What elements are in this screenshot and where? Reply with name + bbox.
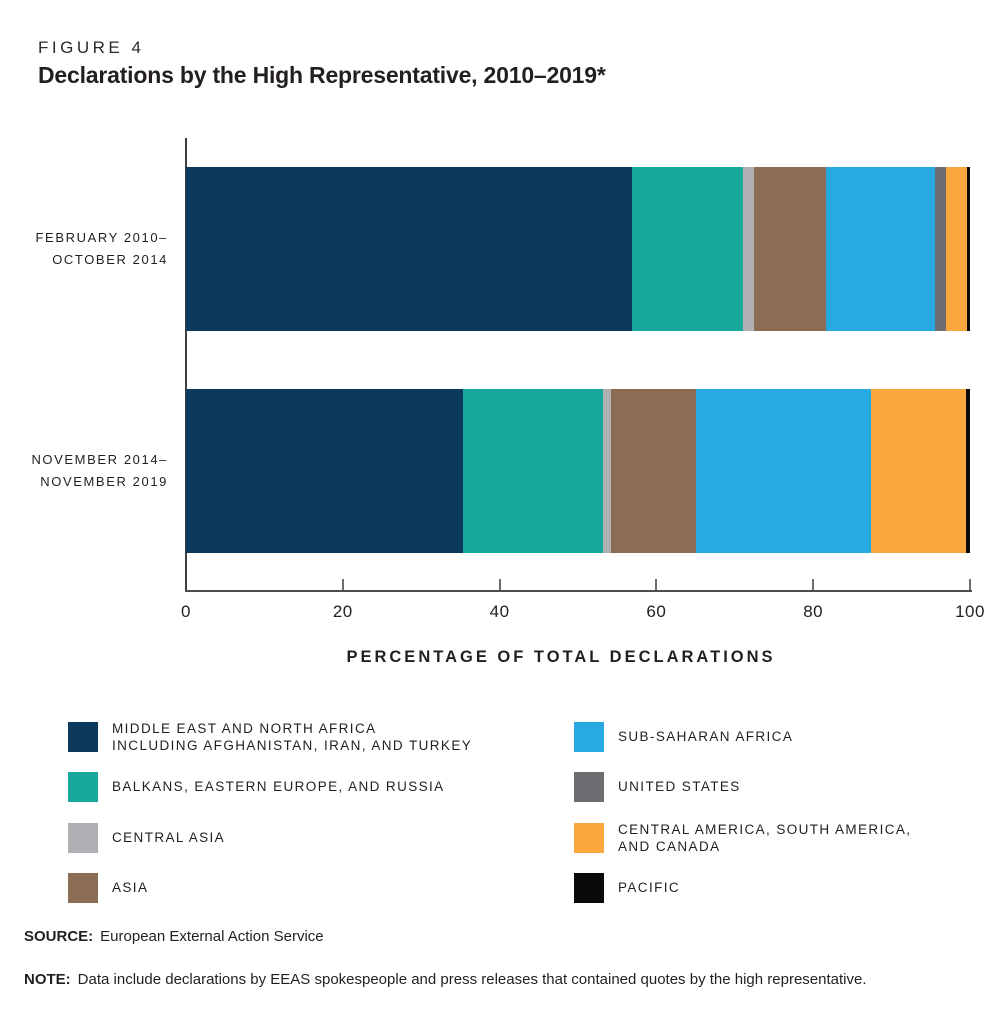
legend-item: MIDDLE EAST AND NORTH AFRICA INCLUDING AF… bbox=[68, 720, 473, 754]
legend-label: UNITED STATES bbox=[618, 779, 741, 795]
legend-item: CENTRAL AMERICA, SOUTH AMERICA, AND CANAD… bbox=[574, 821, 912, 855]
legend-label: CENTRAL ASIA bbox=[112, 830, 226, 846]
x-tick-label: 100 bbox=[955, 602, 985, 621]
x-tick-label: 60 bbox=[646, 602, 667, 621]
x-tick-label: 0 bbox=[181, 602, 191, 621]
bar-segment bbox=[696, 389, 872, 553]
legend-label: CENTRAL AMERICA, SOUTH AMERICA, AND CANAD… bbox=[618, 821, 912, 855]
legend-item: ASIA bbox=[68, 873, 148, 903]
legend-label: ASIA bbox=[112, 880, 149, 896]
bar-segment bbox=[966, 389, 970, 553]
note-label: NOTE: bbox=[24, 971, 71, 988]
x-tick-label: 80 bbox=[803, 602, 824, 621]
legend-swatch bbox=[574, 873, 604, 903]
bar-segment bbox=[462, 389, 604, 553]
figure-title: Declarations by the High Representative,… bbox=[38, 62, 606, 88]
bar-segment bbox=[742, 167, 754, 331]
bar-row-label-1: NOVEMBER 2014– NOVEMBER 2019 bbox=[31, 452, 168, 489]
legend-label: PACIFIC bbox=[618, 880, 681, 896]
y-axis-line bbox=[185, 138, 187, 592]
legend-swatch bbox=[68, 772, 98, 802]
legend-swatch bbox=[68, 873, 98, 903]
source-line: SOURCE: European External Action Service bbox=[24, 928, 324, 945]
x-tick-label: 40 bbox=[489, 602, 510, 621]
source-label: SOURCE: bbox=[24, 928, 94, 945]
legend-item: CENTRAL ASIA bbox=[68, 823, 225, 853]
x-axis-title: PERCENTAGE OF TOTAL DECLARATIONS bbox=[346, 648, 776, 666]
bar-segment bbox=[945, 167, 967, 331]
x-tick-mark bbox=[498, 579, 501, 590]
bar-segment bbox=[603, 389, 611, 553]
note-line: NOTE: Data include declarations by EEAS s… bbox=[24, 971, 867, 988]
bar-segment bbox=[632, 167, 743, 331]
legend-label: BALKANS, EASTERN EUROPE, AND RUSSIA bbox=[112, 779, 445, 795]
x-tick-mark bbox=[812, 579, 815, 590]
figure-number-label: FIGURE 4 bbox=[38, 38, 145, 57]
bar-segment bbox=[966, 167, 970, 331]
x-tick-mark bbox=[655, 579, 658, 590]
bar-segment bbox=[825, 167, 936, 331]
x-tick-label: 20 bbox=[332, 602, 353, 621]
source-text: European External Action Service bbox=[100, 928, 324, 945]
stacked-bar-0 bbox=[186, 167, 970, 331]
legend-label: MIDDLE EAST AND NORTH AFRICA INCLUDING AF… bbox=[112, 720, 473, 754]
x-axis-line bbox=[185, 590, 972, 592]
legend-item: SUB-SAHARAN AFRICA bbox=[574, 722, 793, 752]
legend-swatch bbox=[574, 772, 604, 802]
bar-segment bbox=[186, 167, 633, 331]
legend-item: PACIFIC bbox=[574, 873, 680, 903]
bar-segment bbox=[186, 389, 463, 553]
x-tick-mark bbox=[341, 579, 344, 590]
legend-swatch bbox=[574, 823, 604, 853]
bar-segment bbox=[610, 389, 697, 553]
legend-item: UNITED STATES bbox=[574, 772, 741, 802]
legend-label: SUB-SAHARAN AFRICA bbox=[618, 729, 794, 745]
legend-swatch bbox=[574, 722, 604, 752]
legend-swatch bbox=[68, 823, 98, 853]
bar-row-label-0: FEBRUARY 2010– OCTOBER 2014 bbox=[35, 230, 168, 267]
note-text: Data include declarations by EEAS spokes… bbox=[77, 971, 867, 988]
x-tick-mark bbox=[969, 579, 971, 590]
bar-segment bbox=[935, 167, 946, 331]
bar-segment bbox=[753, 167, 826, 331]
legend-item: BALKANS, EASTERN EUROPE, AND RUSSIA bbox=[68, 772, 445, 802]
legend-swatch bbox=[68, 722, 98, 752]
stacked-bar-1 bbox=[186, 389, 970, 553]
bar-segment bbox=[871, 389, 967, 553]
